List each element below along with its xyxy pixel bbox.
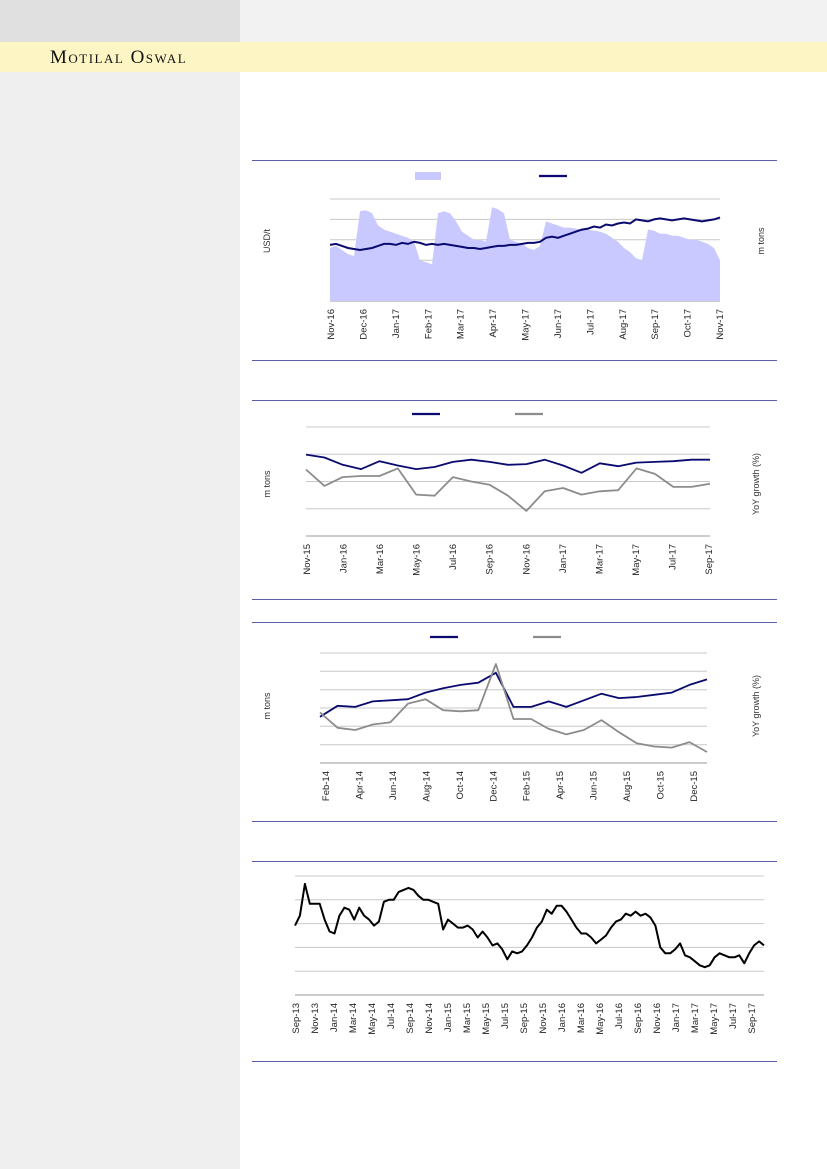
x-tick-label: Nov-16 bbox=[521, 544, 532, 575]
x-tick-label: Jul-17 bbox=[668, 544, 679, 570]
chart1-bottom-rule bbox=[252, 360, 777, 361]
x-tick-label: Nov-15 bbox=[302, 544, 313, 575]
x-tick-label: Jul-15 bbox=[500, 1003, 511, 1029]
x-tick-label: Sep-14 bbox=[405, 1003, 416, 1034]
x-tick-label: Jan-14 bbox=[329, 1003, 340, 1032]
x-tick-label: Mar-14 bbox=[348, 1003, 359, 1033]
y-axis-title-left: m tons bbox=[262, 692, 272, 720]
x-tick-label: Nov-16 bbox=[652, 1003, 663, 1034]
x-tick-label: Sep-17 bbox=[747, 1003, 758, 1034]
x-tick-label: Jun-15 bbox=[589, 771, 600, 800]
x-tick-label: Aug-17 bbox=[618, 309, 629, 340]
x-tick-label: Feb-17 bbox=[423, 309, 434, 339]
x-tick-label: May-17 bbox=[709, 1003, 720, 1035]
chart3-bottom-rule bbox=[252, 821, 777, 822]
y-axis-title-right: m tons bbox=[756, 227, 766, 255]
line-series-1 bbox=[319, 663, 708, 753]
x-tick-label: Oct-17 bbox=[683, 309, 694, 338]
x-tick-label: Jul-16 bbox=[614, 1003, 625, 1029]
x-tick-label: Nov-16 bbox=[326, 309, 337, 340]
x-tick-label: Sep-13 bbox=[291, 1003, 302, 1034]
y-axis-title-left: USD/t bbox=[262, 229, 272, 254]
x-tick-label: Jan-17 bbox=[671, 1003, 682, 1032]
x-tick-label: Apr-14 bbox=[355, 771, 366, 800]
x-tick-label: Jul-17 bbox=[728, 1003, 739, 1029]
brand-bar bbox=[0, 42, 827, 72]
x-tick-label: Aug-15 bbox=[622, 771, 633, 802]
chart4-bottom-rule bbox=[252, 1061, 777, 1062]
x-tick-label: May-15 bbox=[481, 1003, 492, 1035]
x-tick-label: Mar-16 bbox=[576, 1003, 587, 1033]
x-tick-label: Dec-15 bbox=[689, 771, 700, 802]
x-tick-label: Mar-16 bbox=[375, 544, 386, 574]
left-sidebar bbox=[0, 0, 240, 1169]
x-tick-label: Sep-16 bbox=[633, 1003, 644, 1034]
x-tick-label: Jul-17 bbox=[585, 309, 596, 335]
line-series-1 bbox=[305, 467, 711, 512]
chart-3-svg: Feb-14 Apr-14 Jun-14 Aug-14 Oct-14 Dec-14 Feb-… bbox=[262, 635, 761, 802]
x-tick-label: Jul-16 bbox=[448, 544, 459, 570]
x-tick-label: Sep-15 bbox=[519, 1003, 530, 1034]
y-axis-title-right: YoY growth (%) bbox=[751, 453, 761, 515]
x-tick-label: Sep-17 bbox=[650, 309, 661, 340]
x-tick-label: Oct-14 bbox=[455, 771, 466, 800]
y-axis-title-left: m tons bbox=[262, 470, 272, 498]
x-tick-label: Sep-17 bbox=[704, 544, 715, 575]
x-tick-label: Jan-17 bbox=[391, 309, 402, 338]
x-tick-label: May-16 bbox=[412, 544, 423, 576]
chart2-top-rule bbox=[252, 400, 777, 401]
chart-2-svg: Nov-15 Jan-16 Mar-16 May-16 Jul-16 Sep-16 Nov-… bbox=[262, 412, 761, 576]
chart4-top-rule bbox=[252, 861, 777, 862]
x-tick-label: May-17 bbox=[631, 544, 642, 576]
chart3-top-rule bbox=[252, 622, 777, 623]
x-tick-label: Jul-14 bbox=[386, 1003, 397, 1029]
x-tick-label: Nov-15 bbox=[538, 1003, 549, 1034]
chart-3: Feb-14 Apr-14 Jun-14 Aug-14 Oct-14 Dec-14 Feb-… bbox=[252, 623, 777, 821]
x-tick-label: Jan-16 bbox=[339, 544, 350, 573]
x-tick-label: May-14 bbox=[367, 1003, 378, 1035]
header-left-block bbox=[0, 0, 240, 42]
x-tick-label: Jan-15 bbox=[443, 1003, 454, 1032]
line-series-0 bbox=[305, 453, 710, 474]
y-axis-title-right: YoY growth (%) bbox=[751, 675, 761, 737]
x-tick-label: Dec-16 bbox=[358, 309, 369, 340]
line-series-0 bbox=[294, 882, 765, 969]
area-series-0 bbox=[330, 207, 720, 301]
chart1-top-rule bbox=[252, 160, 777, 161]
line-series-1 bbox=[329, 216, 721, 252]
x-tick-label: May-17 bbox=[521, 309, 532, 341]
x-tick-label: Sep-16 bbox=[485, 544, 496, 575]
x-tick-label: Nov-13 bbox=[310, 1003, 321, 1034]
x-tick-label: Apr-17 bbox=[488, 309, 499, 338]
x-tick-label: Mar-15 bbox=[462, 1003, 473, 1033]
chart-2: Nov-15 Jan-16 Mar-16 May-16 Jul-16 Sep-16 Nov-… bbox=[252, 401, 777, 599]
x-tick-label: Feb-15 bbox=[522, 771, 533, 801]
x-tick-label: Feb-14 bbox=[321, 771, 332, 801]
chart-1-svg: Nov-16 Dec-16 Jan-17 Feb-17 Mar-17 Apr-17 May-… bbox=[262, 172, 766, 341]
x-tick-label: Oct-15 bbox=[656, 771, 667, 800]
chart-4: Sep-13 Nov-13 Jan-14 Mar-14 May-14 Jul-14 Sep-… bbox=[252, 862, 777, 1061]
x-tick-label: Nov-14 bbox=[424, 1003, 435, 1034]
x-tick-label: Dec-14 bbox=[488, 771, 499, 802]
x-tick-label: Jun-14 bbox=[388, 771, 399, 800]
x-tick-label: Apr-15 bbox=[555, 771, 566, 800]
x-tick-label: Mar-17 bbox=[690, 1003, 701, 1033]
line-series-0 bbox=[319, 671, 708, 718]
x-tick-label: Nov-17 bbox=[715, 309, 726, 340]
legend-swatch-area bbox=[415, 172, 441, 180]
x-tick-label: Jan-17 bbox=[558, 544, 569, 573]
brand-logo-text: Motilal Oswal bbox=[50, 47, 188, 68]
chart-1: Nov-16 Dec-16 Jan-17 Feb-17 Mar-17 Apr-17 May-… bbox=[252, 161, 777, 360]
chart-4-svg: Sep-13 Nov-13 Jan-14 Mar-14 May-14 Jul-14 Sep-… bbox=[291, 875, 765, 1035]
x-tick-label: Aug-14 bbox=[421, 771, 432, 802]
x-tick-label: Jun-17 bbox=[553, 309, 564, 338]
x-tick-label: Jan-16 bbox=[557, 1003, 568, 1032]
chart2-bottom-rule bbox=[252, 599, 777, 600]
header-right-block bbox=[240, 0, 827, 42]
x-tick-label: Mar-17 bbox=[594, 544, 605, 574]
x-tick-label: Mar-17 bbox=[456, 309, 467, 339]
x-tick-label: May-16 bbox=[595, 1003, 606, 1035]
